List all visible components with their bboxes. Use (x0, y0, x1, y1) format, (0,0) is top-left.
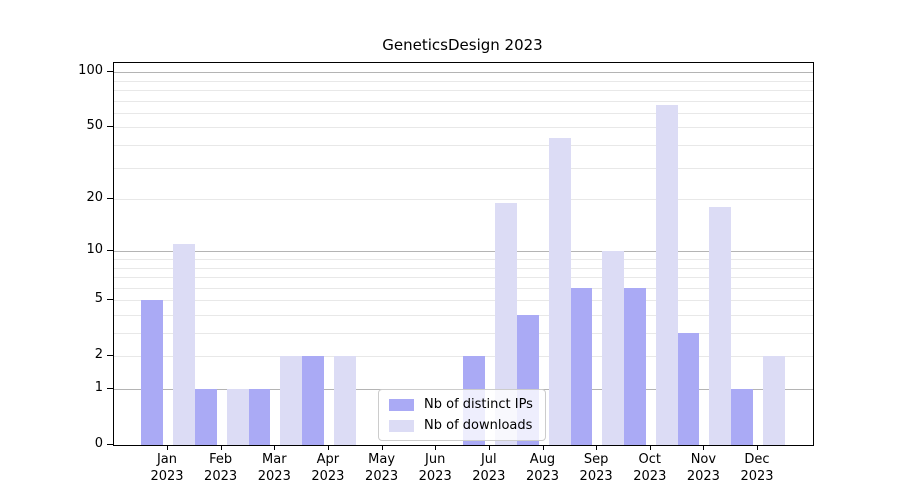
y-tick-2 (107, 355, 113, 357)
x-tick-label-may: May 2023 (365, 452, 399, 484)
bar-downloads-dec (763, 356, 785, 445)
bar-distinct-ips-sep (570, 287, 593, 445)
y-tick-label-1: 1 (94, 380, 103, 395)
bar-distinct-ips-apr (301, 356, 324, 445)
y-tick-10 (107, 250, 113, 252)
x-tick-label-mar: Mar 2023 (257, 452, 291, 484)
y-tick-label-2: 2 (94, 347, 103, 363)
bar-downloads-mar (280, 356, 303, 445)
distinct-ips-swatch-icon (389, 398, 414, 411)
x-tick-may (381, 446, 383, 450)
x-tick-jun (435, 446, 437, 450)
bar-downloads-apr (333, 356, 356, 445)
y-tick-100 (107, 71, 113, 73)
x-tick-sep (596, 446, 598, 450)
y-tick-label-50: 50 (86, 118, 103, 134)
x-tick-label-nov: Nov 2023 (686, 452, 720, 484)
y-tick-label-5: 5 (94, 291, 103, 307)
y-tick-1 (107, 388, 113, 389)
x-tick-label-feb: Feb 2023 (204, 452, 238, 484)
major-gridline-10 (114, 251, 813, 253)
x-tick-label-aug: Aug 2023 (525, 452, 560, 484)
x-tick-label-sep: Sep 2023 (579, 452, 613, 484)
minor-gridline-60 (114, 112, 813, 114)
minor-gridline-4 (114, 315, 813, 316)
minor-gridline-3 (114, 333, 813, 334)
minor-gridline-30 (114, 167, 813, 169)
bar-downloads-jul (494, 203, 517, 445)
x-tick-jul (488, 446, 490, 450)
x-tick-nov (703, 446, 705, 450)
minor-gridline-70 (114, 100, 813, 102)
x-tick-feb (220, 446, 222, 450)
y-tick-0 (107, 444, 113, 445)
bar-downloads-aug (548, 137, 571, 445)
bar-downloads-oct (655, 105, 678, 445)
legend-label-downloads: Nb of downloads (424, 418, 533, 433)
x-tick-jan (167, 446, 168, 450)
minor-gridline-6 (114, 287, 813, 289)
bar-distinct-ips-feb (194, 389, 217, 445)
x-tick-oct (649, 446, 651, 450)
bar-downloads-jan (173, 244, 195, 445)
x-tick-label-jul: Jul 2023 (472, 452, 506, 484)
x-tick-label-oct: Oct 2023 (633, 452, 667, 484)
minor-gridline-7 (114, 277, 813, 278)
x-tick-label-jun: Jun 2023 (418, 452, 452, 484)
downloads-swatch-icon (389, 419, 414, 432)
x-tick-dec (757, 446, 758, 450)
y-tick-5 (107, 299, 113, 301)
y-tick-20 (107, 198, 113, 200)
minor-gridline-20 (114, 199, 813, 201)
bar-distinct-ips-mar (248, 389, 271, 445)
minor-gridline-90 (114, 80, 813, 82)
bar-downloads-nov (709, 207, 732, 445)
bar-distinct-ips-dec (731, 389, 753, 445)
bar-distinct-ips-oct (623, 287, 646, 445)
x-tick-label-dec: Dec 2023 (740, 452, 774, 484)
y-tick-label-20: 20 (86, 190, 103, 206)
legend-item-downloads: Nb of downloads (389, 417, 535, 434)
legend-label-distinct-ips: Nb of distinct IPs (424, 397, 533, 412)
bar-downloads-sep (602, 251, 625, 445)
y-tick-label-100: 100 (78, 63, 103, 79)
x-tick-aug (542, 446, 544, 450)
x-tick-apr (327, 446, 329, 450)
minor-gridline-9 (114, 259, 813, 260)
minor-gridline-80 (114, 90, 813, 91)
minor-gridline-50 (114, 127, 813, 129)
x-tick-label-jan: Jan 2023 (150, 452, 184, 484)
y-tick-label-10: 10 (86, 242, 103, 258)
bar-downloads-feb (226, 389, 249, 445)
legend: Nb of distinct IPs Nb of downloads (378, 389, 546, 441)
bar-distinct-ips-jan (141, 300, 163, 445)
y-tick-50 (107, 126, 113, 128)
bar-distinct-ips-nov (677, 333, 700, 445)
major-gridline-100 (114, 72, 813, 74)
legend-item-distinct-ips: Nb of distinct IPs (389, 396, 535, 413)
minor-gridline-5 (114, 300, 813, 302)
minor-gridline-8 (114, 267, 813, 269)
x-tick-label-apr: Apr 2023 (311, 452, 345, 484)
minor-gridline-40 (114, 145, 813, 146)
plot-area (113, 62, 814, 446)
y-tick-label-0: 0 (94, 436, 103, 451)
chart-title: GeneticsDesign 2023 (382, 36, 543, 54)
x-tick-mar (274, 446, 276, 450)
